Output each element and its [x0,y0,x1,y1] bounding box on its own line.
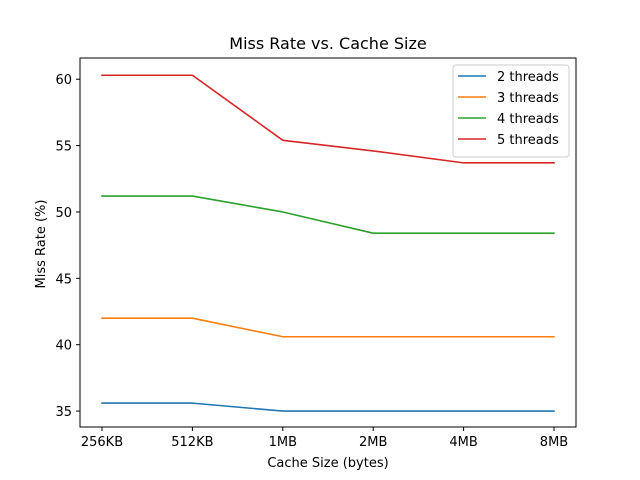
legend: 2 threads 3 threads 4 threads 5 threads [452,64,570,158]
x-tick-label: 512KB [171,435,213,450]
legend-box [452,64,570,158]
y-tick-label: 40 [55,339,72,354]
x-axis-label: Cache Size (bytes) [267,456,388,471]
x-tick-label: 256KB [81,435,123,450]
series-line-2 [101,317,555,338]
x-tick-label: 2MB [359,435,387,450]
x-tick-label: 8MB [540,435,568,450]
series-line-1 [101,402,555,412]
y-tick-label: 35 [55,405,72,420]
legend-label: 3 threads [497,91,559,106]
x-tick-label: 4MB [449,435,477,450]
plot-area: 256KB 512KB 1MB 2MB 4MB 8MB 35 40 45 50 55 60 [55,57,577,450]
legend-label: 2 threads [497,70,559,85]
x-tick-label: 1MB [269,435,297,450]
legend-label: 4 threads [497,112,559,127]
y-tick-label: 55 [55,140,72,155]
chart-title: Miss Rate vs. Cache Size [229,34,426,53]
y-axis-label: Miss Rate (%) [34,200,49,289]
series-line-3 [101,195,555,235]
y-tick-label: 60 [55,73,72,88]
y-tick-label: 45 [55,272,72,287]
plot-frame [79,57,577,428]
legend-label: 5 threads [497,133,559,148]
series-line-4 [101,74,555,164]
y-tick-label: 50 [55,206,72,221]
